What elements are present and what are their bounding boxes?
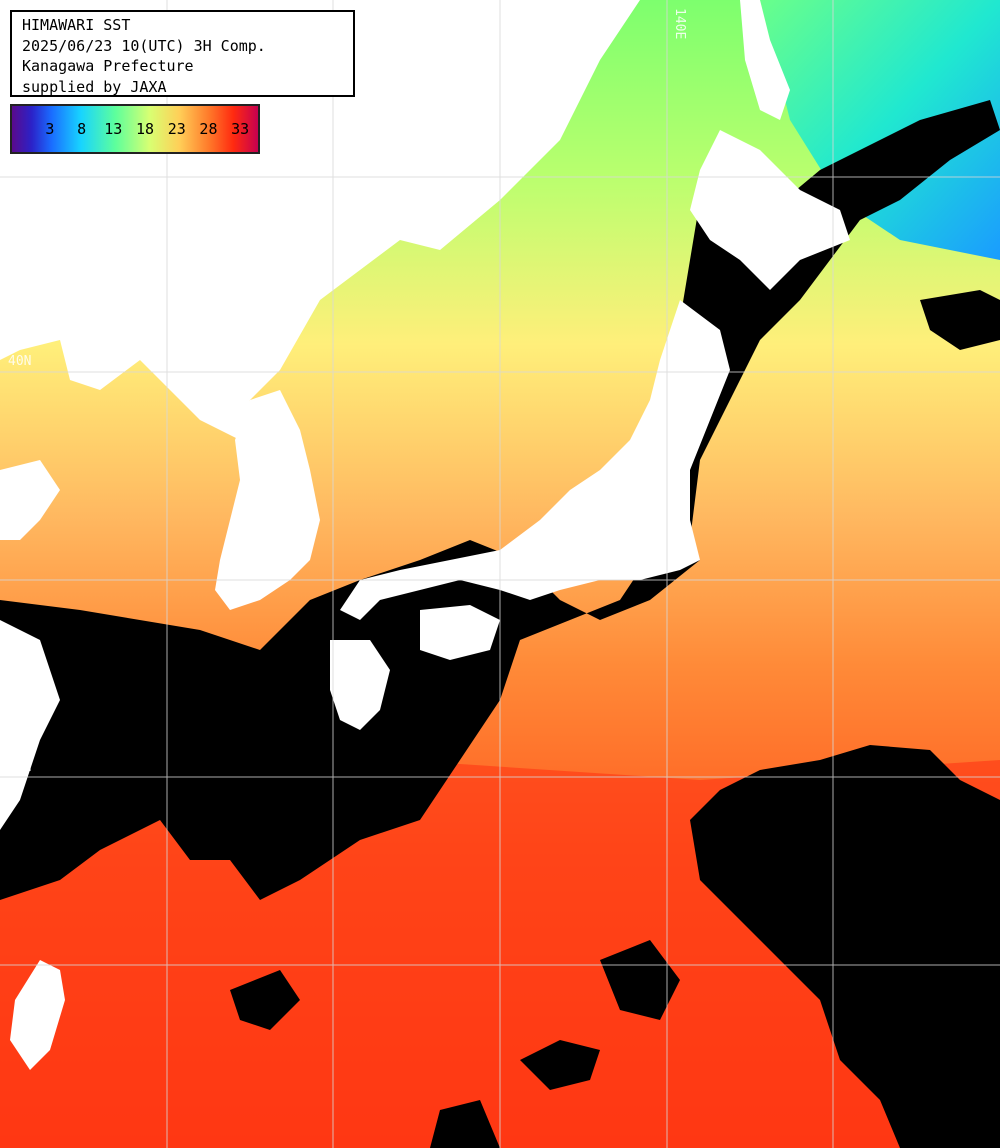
- lat-label-40n: 40N: [8, 354, 32, 369]
- colorbar-tick: 13: [104, 120, 123, 138]
- kyushu: [330, 640, 390, 730]
- china-coast: [0, 460, 60, 540]
- sakhalin: [740, 0, 790, 120]
- cold-water-region: [760, 0, 1000, 260]
- colorbar-tick: 18: [135, 120, 155, 138]
- colorbar-tick: 23: [167, 120, 186, 138]
- shikoku: [420, 605, 500, 660]
- title-line-timestamp: 2025/06/23 10(UTC) 3H Comp.: [22, 36, 266, 55]
- colorbar-tick: 33: [231, 120, 250, 138]
- title-line-region: Kanagawa Prefecture: [22, 57, 194, 75]
- colorbar-tick: 28: [199, 120, 218, 138]
- title-line-product: HIMAWARI SST: [22, 16, 131, 34]
- hokkaido: [690, 130, 850, 290]
- honshu: [340, 300, 730, 620]
- korean-peninsula: [215, 390, 320, 610]
- colorbar-tick: 3: [45, 120, 55, 138]
- colorbar-tick: 8: [77, 120, 87, 138]
- title-line-source: supplied by JAXA: [22, 77, 167, 96]
- taiwan: [10, 960, 65, 1070]
- lat-label-30n: 30N: [8, 760, 32, 775]
- map-title-box: HIMAWARI SST 2025/06/23 10(UTC) 3H Comp.…: [10, 10, 355, 97]
- lon-label-140e: 140E: [672, 8, 687, 40]
- temperature-colorbar: 3 8 13 18 23 28 33: [10, 104, 260, 154]
